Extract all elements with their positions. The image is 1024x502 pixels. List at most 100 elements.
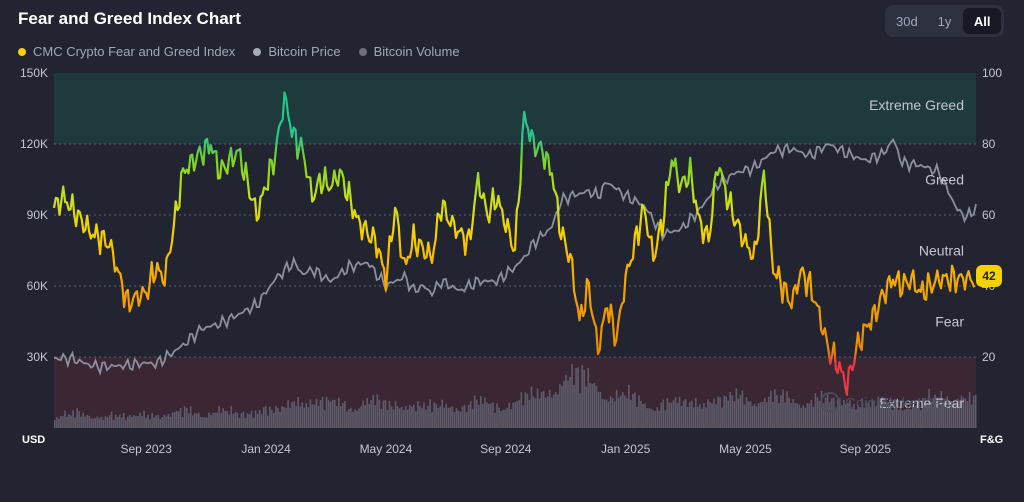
volume-bar <box>204 417 206 428</box>
volume-bar <box>632 393 634 428</box>
left-axis-unit: USD <box>22 434 45 446</box>
volume-bar <box>782 389 784 428</box>
volume-bar <box>449 407 452 428</box>
volume-bar <box>303 407 306 428</box>
volume-bar <box>964 398 967 428</box>
volume-bar <box>938 399 940 428</box>
volume-bar <box>163 414 166 428</box>
volume-bar <box>56 417 58 428</box>
volume-bar <box>404 406 407 428</box>
volume-bar <box>362 400 364 428</box>
volume-bar <box>131 417 133 428</box>
volume-bar <box>824 397 827 428</box>
volume-bar <box>546 396 549 428</box>
volume-bar <box>863 407 865 428</box>
volume-bar <box>252 417 255 428</box>
volume-bar <box>816 397 819 428</box>
range-1y-button[interactable]: 1y <box>937 13 952 29</box>
volume-bar <box>382 400 385 428</box>
volume-bar <box>269 406 271 428</box>
volume-bar <box>774 389 776 428</box>
volume-bar <box>723 395 725 428</box>
volume-bar <box>865 401 867 428</box>
volume-bar <box>92 418 95 428</box>
volume-bar <box>747 401 750 428</box>
volume-bar <box>337 397 340 428</box>
volume-bar <box>307 407 310 428</box>
volume-bar <box>248 414 251 428</box>
volume-bar <box>885 402 888 428</box>
volume-bar <box>226 410 229 428</box>
volume-bar <box>559 384 561 428</box>
zone-extreme-greed <box>54 73 976 144</box>
volume-bar <box>423 402 425 428</box>
volume-bar <box>461 406 464 428</box>
volume-bar <box>335 406 338 428</box>
volume-bar <box>281 406 283 428</box>
volume-bar <box>372 395 375 428</box>
volume-bar <box>112 419 115 428</box>
volume-bar <box>751 405 754 428</box>
volume-bar <box>350 407 352 428</box>
volume-bar <box>812 406 815 428</box>
volume-bar <box>849 400 851 428</box>
volume-bar <box>490 403 492 428</box>
range-all-button[interactable]: All <box>963 8 1002 34</box>
volume-bar <box>473 395 476 428</box>
volume-bar <box>532 396 535 428</box>
volume-bar <box>222 408 224 428</box>
volume-bar <box>589 382 592 428</box>
volume-bar <box>315 398 318 428</box>
volume-bar <box>583 369 586 428</box>
legend-bitcoin-volume[interactable]: Bitcoin Volume <box>358 44 460 59</box>
volume-bar <box>810 399 813 428</box>
volume-bar <box>567 380 569 428</box>
volume-bar <box>266 415 269 428</box>
volume-bar <box>220 413 222 428</box>
volume-bar <box>171 412 174 428</box>
volume-bar <box>530 386 533 428</box>
volume-bar <box>587 368 590 428</box>
volume-bar <box>498 407 500 428</box>
legend-bitcoin-price[interactable]: Bitcoin Price <box>253 44 341 59</box>
volume-bar <box>788 397 790 428</box>
legend-fear-greed[interactable]: CMC Crypto Fear and Greed Index <box>18 44 235 59</box>
volume-bar <box>617 397 620 428</box>
range-30d-button[interactable]: 30d <box>895 13 918 29</box>
volume-bar <box>475 399 478 428</box>
volume-bar <box>143 410 145 428</box>
volume-bar <box>356 410 358 428</box>
volume-bar <box>469 400 472 428</box>
volume-bar <box>84 416 87 428</box>
volume-bar <box>206 417 208 428</box>
current-value-badge-bg <box>976 265 1002 287</box>
volume-bar <box>713 398 715 428</box>
volume-bar <box>413 404 415 428</box>
volume-bar <box>680 406 683 428</box>
volume-bar <box>692 407 695 428</box>
volume-bar <box>484 397 486 428</box>
volume-bar <box>451 406 454 428</box>
legend-fear-greed-dot <box>18 47 26 56</box>
volume-bar <box>104 416 107 428</box>
volume-bar <box>753 403 756 428</box>
volume-bar <box>780 395 782 428</box>
volume-bar <box>847 402 849 428</box>
volume-bar <box>569 376 571 428</box>
volume-bar <box>441 399 444 428</box>
legend-bitcoin-price-label: Bitcoin Price <box>268 44 341 59</box>
volume-bar <box>954 403 957 428</box>
volume-bar <box>524 392 527 428</box>
volume-bar <box>918 399 920 428</box>
volume-bar <box>433 402 435 428</box>
volume-bar <box>972 396 975 428</box>
volume-bar <box>796 403 798 428</box>
volume-bar <box>798 404 801 428</box>
volume-bar <box>607 401 610 428</box>
volume-bar <box>956 398 959 428</box>
page-title: Fear and Greed Index Chart <box>18 9 241 28</box>
right-axis-tick: 60 <box>982 208 996 222</box>
volume-bar <box>384 399 387 428</box>
volume-bar <box>364 405 366 428</box>
